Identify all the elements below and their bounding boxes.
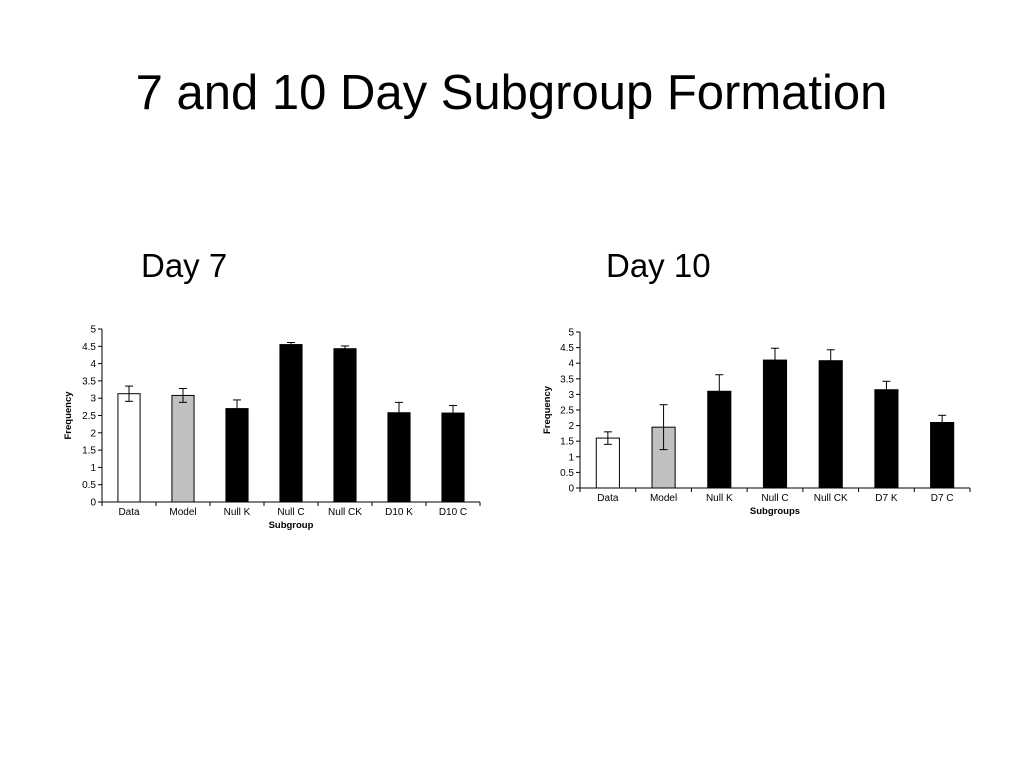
bar-null-ck — [818, 360, 843, 489]
y-tick-label: 3 — [568, 390, 574, 401]
x-axis-title: Subgroups — [750, 506, 800, 517]
y-tick-label: 1 — [568, 452, 574, 463]
x-tick-label-d10-k: D10 K — [385, 507, 413, 518]
y-tick-label: 1 — [90, 463, 96, 474]
x-tick-label-data: Data — [597, 493, 619, 504]
y-tick-label: 2 — [90, 428, 96, 439]
y-axis-title: Frequency — [63, 391, 74, 440]
bar-null-c — [762, 359, 788, 489]
y-tick-label: 4.5 — [82, 342, 96, 353]
y-tick-label: 2.5 — [82, 411, 96, 422]
bar-null-k — [225, 408, 249, 503]
x-tick-label-null-ck: Null CK — [814, 493, 848, 504]
x-axis-title: Subgroup — [269, 520, 314, 531]
bar-null-ck — [333, 348, 357, 503]
panel-title-day-10: Day 10 — [606, 247, 711, 284]
bar-null-c — [279, 344, 303, 503]
x-tick-label-model: Model — [169, 507, 196, 518]
x-tick-label-null-k: Null K — [706, 493, 733, 504]
x-tick-label-null-c: Null C — [761, 493, 788, 504]
y-tick-label: 1.5 — [560, 437, 574, 448]
day-7-bar-chart: 0 0.5 1 1.5 2 2.5 3 3.5 4 4.5 5 Data Model Null K Null… — [63, 325, 481, 531]
y-tick-label: 5 — [568, 328, 574, 339]
x-tick-label-d10-c: D10 C — [439, 507, 467, 518]
y-tick-label: 2.5 — [560, 406, 574, 417]
x-tick-label-model: Model — [650, 493, 677, 504]
day-10-bar-chart: 0 0.5 1 1.5 2 2.5 3 3.5 4 4.5 5 Data Model Null K Null… — [542, 328, 971, 517]
y-tick-label: 0 — [568, 484, 574, 495]
x-tick-label-d7-c: D7 C — [931, 493, 954, 504]
y-tick-label: 1.5 — [82, 446, 96, 457]
y-tick-label: 4 — [90, 359, 96, 370]
y-tick-label: 4.5 — [560, 343, 574, 354]
y-tick-label: 3 — [90, 394, 96, 405]
bar-d10-k — [387, 412, 411, 503]
bar-data — [117, 393, 141, 503]
bar-d10-c — [441, 412, 465, 503]
panel-title-day-7: Day 7 — [141, 247, 228, 284]
x-tick-label-null-ck: Null CK — [328, 507, 362, 518]
y-tick-label: 0.5 — [82, 480, 96, 491]
x-tick-label-null-k: Null K — [224, 507, 251, 518]
x-tick-label-data: Data — [118, 507, 140, 518]
x-tick-label-d7-k: D7 K — [875, 493, 898, 504]
y-tick-label: 0 — [90, 498, 96, 509]
x-tick-label-null-c: Null C — [277, 507, 304, 518]
bar-data — [595, 437, 620, 489]
y-tick-label: 3.5 — [560, 374, 574, 385]
y-tick-label: 5 — [90, 325, 96, 336]
slide-title: 7 and 10 Day Subgroup Formation — [135, 66, 888, 120]
y-tick-label: 3.5 — [82, 376, 96, 387]
bar-d7-k — [874, 389, 899, 489]
y-tick-label: 0.5 — [560, 468, 574, 479]
bar-model — [171, 394, 195, 503]
y-tick-label: 4 — [568, 359, 574, 370]
y-tick-label: 2 — [568, 421, 574, 432]
y-axis-title: Frequency — [542, 385, 553, 434]
bar-d7-c — [930, 421, 955, 489]
